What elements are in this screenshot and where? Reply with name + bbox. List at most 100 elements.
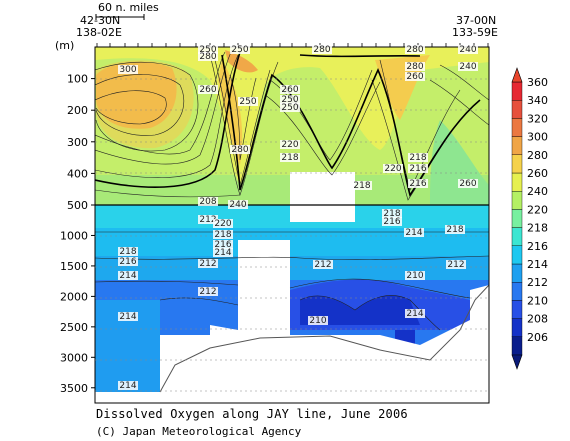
colorbar-tick-label: 208 <box>527 313 548 326</box>
svg-text:300: 300 <box>119 65 136 75</box>
colorbar-tick-label: 212 <box>527 276 548 289</box>
svg-text:216: 216 <box>409 164 426 174</box>
contour-label: 260 <box>198 85 218 95</box>
contour-label: 280 <box>405 62 425 72</box>
colorbar-tick-label: 210 <box>527 294 548 307</box>
colorbar-swatch <box>511 99 523 119</box>
contour-line <box>439 64 489 101</box>
contour-line <box>95 49 233 165</box>
y-tick-label: 400 <box>67 167 88 180</box>
contour-label: 250 <box>230 45 250 55</box>
y-axis-unit: (m) <box>55 39 74 52</box>
right-station-lon: 133-59E <box>452 26 498 39</box>
svg-text:250: 250 <box>231 45 248 55</box>
left-station-lat: 42-30N <box>80 14 120 27</box>
colorbar-tick-label: 360 <box>527 76 548 89</box>
svg-text:240: 240 <box>459 45 476 55</box>
y-tick-label: 300 <box>67 136 88 149</box>
seafloor-line <box>159 284 489 393</box>
field-gold-mid <box>218 60 243 165</box>
contour-label: 220 <box>280 140 300 150</box>
contour-line <box>95 255 489 261</box>
contour-label: 216 <box>213 240 233 250</box>
field-band-214-left <box>95 300 160 395</box>
contour-line <box>289 278 471 299</box>
colorbar-min-arrow <box>511 354 523 370</box>
scale-bar-label: 60 n. miles <box>98 1 159 14</box>
left-station-lon: 138-02E <box>76 26 122 39</box>
colorbar-swatch <box>511 318 523 338</box>
svg-text:212: 212 <box>447 260 464 270</box>
svg-text:216: 216 <box>119 257 136 267</box>
contour-label: 240 <box>458 45 478 55</box>
contour-line <box>95 51 241 188</box>
contour-label: 218 <box>280 153 300 163</box>
no-data-regions <box>95 172 489 403</box>
colorbar-tick-label: 220 <box>527 203 548 216</box>
svg-text:280: 280 <box>313 45 330 55</box>
contour-label: 218 <box>382 209 402 219</box>
colorbar-tick-label: 216 <box>527 240 548 253</box>
contour-label: 212 <box>198 287 218 297</box>
svg-text:214: 214 <box>214 248 231 258</box>
thick-contours <box>95 51 481 197</box>
colorbar-tick-label: 214 <box>527 258 548 271</box>
colorbar-tick-label: 300 <box>527 131 548 144</box>
svg-text:216: 216 <box>214 240 231 250</box>
contour-label: 216 <box>408 164 428 174</box>
svg-text:280: 280 <box>231 145 248 155</box>
svg-text:212: 212 <box>314 260 331 270</box>
svg-text:218: 218 <box>446 225 463 235</box>
colorbar-swatch <box>511 209 523 228</box>
svg-text:212: 212 <box>199 259 216 269</box>
contour-line <box>429 79 489 126</box>
colorbar-tick-label: 260 <box>527 167 548 180</box>
svg-text:250: 250 <box>199 45 216 55</box>
svg-text:260: 260 <box>199 85 216 95</box>
contour-label: 250 <box>280 95 300 105</box>
y-tick-label: 3000 <box>60 351 88 364</box>
colorbar: 360 340 320 300 280 260 240 220 218 216 214 212 210 2… <box>511 67 548 370</box>
right-station-lat: 37-00N <box>456 14 496 27</box>
svg-text:240: 240 <box>229 200 246 210</box>
svg-text:250: 250 <box>281 95 298 105</box>
svg-text:208: 208 <box>199 197 216 207</box>
svg-text:218: 218 <box>119 247 136 257</box>
colorbar-max-arrow <box>511 67 523 83</box>
contour-label: 218 <box>352 181 372 191</box>
contour-line <box>95 74 185 136</box>
y-tick-label: 2500 <box>60 321 88 334</box>
svg-text:280: 280 <box>199 52 216 62</box>
scale-bar: 60 n. miles <box>95 1 159 20</box>
y-tick-label: 1500 <box>60 260 88 273</box>
svg-text:260: 260 <box>459 179 476 189</box>
contour-label: 214 <box>118 271 138 281</box>
y-tick-label: 1000 <box>60 229 88 242</box>
contour-label: 260 <box>458 179 478 189</box>
contour-line <box>299 54 421 58</box>
svg-text:210: 210 <box>406 271 423 281</box>
svg-text:220: 220 <box>214 219 231 229</box>
contour-label: 218 <box>118 247 138 257</box>
contour-line <box>95 189 241 198</box>
field-yellow-core-left <box>96 60 194 149</box>
svg-text:240: 240 <box>459 62 476 72</box>
y-tick-label: 3500 <box>60 382 88 395</box>
contour-label: 214 <box>404 228 424 238</box>
contour-label: 260 <box>405 72 425 82</box>
contour-line <box>95 61 199 152</box>
contour-label: 240 <box>228 200 248 210</box>
contour-line <box>95 280 239 286</box>
svg-text:220: 220 <box>281 140 298 150</box>
contour-label: 218 <box>213 230 233 240</box>
colorbar-swatch <box>511 136 523 156</box>
y-axis: 100 200 300 400 500 1000 1500 2000 2500 3000 3500 <box>60 73 95 395</box>
colorbar-swatch <box>511 81 523 101</box>
chart-title: Dissolved Oxygen along JAY line, June 20… <box>96 407 408 421</box>
y-tick-label: 200 <box>67 104 88 117</box>
svg-text:212: 212 <box>199 287 216 297</box>
colorbar-tick-label: 280 <box>527 149 548 162</box>
svg-text:260: 260 <box>281 85 298 95</box>
no-data-box-lower <box>238 240 290 330</box>
colorbar-tick-label: 206 <box>527 331 548 344</box>
